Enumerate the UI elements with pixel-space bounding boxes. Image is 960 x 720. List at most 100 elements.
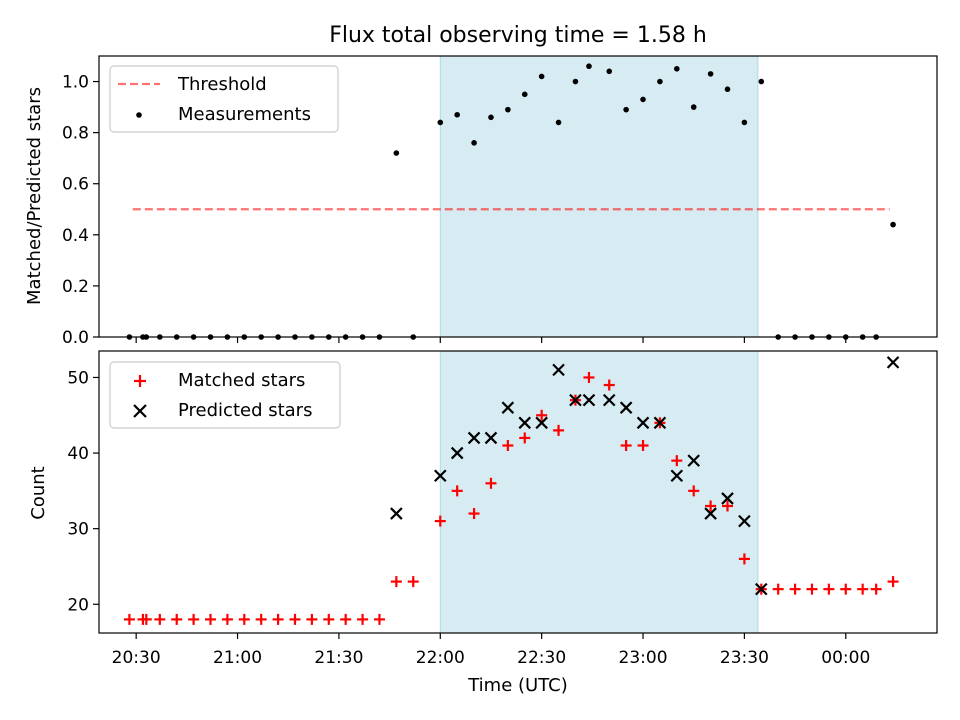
top-y-ticks: 0.0 0.2 0.4 0.6 0.8 1.0	[62, 73, 99, 348]
predicted-point-b	[670, 469, 684, 483]
measurements-legend-swatch	[136, 112, 142, 118]
matched-point	[434, 515, 446, 527]
predicted-point-b	[653, 416, 667, 430]
predicted-point	[704, 507, 717, 520]
matched-point	[536, 409, 548, 421]
predicted-point-b	[755, 582, 768, 596]
matched-point	[485, 477, 497, 489]
top-legend-box	[109, 65, 339, 133]
bottom-shaded-region	[439, 350, 759, 634]
x-tick-label: 00:00	[821, 648, 870, 668]
predicted-points	[390, 356, 900, 596]
predicted-point-b	[552, 363, 565, 377]
matched-point	[840, 583, 852, 595]
predicted-point-b	[602, 393, 616, 407]
predicted-point-b	[484, 431, 498, 445]
predicted-legend-label: Predicted stars	[178, 400, 312, 421]
x-tick-label: 20:30	[112, 648, 161, 668]
matched-point	[340, 613, 352, 625]
measurement-point	[471, 140, 477, 146]
measurement-point	[521, 91, 528, 98]
x-tick-label: 23:00	[619, 648, 668, 668]
measurement-point	[724, 86, 731, 93]
matched-point	[306, 613, 318, 625]
measurement-point	[640, 96, 646, 103]
bottom-x-ticks: 20:30 21:00 21:30 22:00 22:30 23:00 23:30 00:00	[112, 633, 870, 668]
predicted-point	[501, 401, 515, 414]
matched-point	[238, 613, 250, 625]
predicted-point-b	[636, 416, 650, 430]
predicted-point	[602, 393, 616, 407]
measurement-point	[758, 78, 765, 85]
measurement-point	[657, 78, 663, 85]
top-y-tick-label: 0.0	[62, 328, 89, 348]
predicted-point-b	[687, 454, 700, 467]
measurement-point	[623, 106, 629, 113]
matched-legend-swatch	[134, 375, 146, 387]
bottom-y-ticks: 20 30 40 50	[67, 368, 99, 615]
measurement-point	[890, 221, 896, 228]
matched-point	[722, 500, 733, 512]
predicted-point	[670, 469, 684, 483]
matched-point	[390, 576, 402, 588]
threshold-legend-label: Threshold	[177, 74, 267, 95]
matched-point	[123, 613, 135, 625]
bottom-y-tick-label: 50	[67, 368, 89, 388]
x-axis-label: Time (UTC)	[467, 675, 568, 696]
matched-point	[502, 440, 514, 452]
predicted-point	[738, 514, 751, 528]
matched-legend-label: Matched stars	[178, 370, 305, 391]
matched-point	[583, 371, 595, 383]
matched-point	[468, 508, 480, 520]
matched-point	[205, 613, 217, 625]
matched-point	[806, 583, 818, 595]
x-tick-label: 21:00	[213, 648, 262, 668]
measurement-point	[674, 65, 680, 72]
measurement-point	[454, 111, 460, 118]
x-tick-label: 22:00	[416, 648, 465, 668]
measurement-point	[572, 78, 579, 85]
predicted-point	[755, 582, 768, 596]
x-tick-label: 21:30	[314, 648, 363, 668]
top-shaded-region	[439, 55, 759, 338]
predicted-point-b	[886, 356, 900, 369]
bottom-y-label: Count	[28, 466, 49, 519]
top-axes-frame	[98, 55, 938, 338]
predicted-point-b	[467, 431, 481, 445]
top-legend: Threshold Measurements	[109, 65, 339, 133]
measurement-point	[707, 71, 714, 77]
matched-point	[407, 576, 419, 588]
predicted-point-b	[704, 507, 717, 520]
matched-point	[272, 613, 284, 625]
measurement-point	[690, 104, 697, 110]
predicted-point	[518, 416, 532, 430]
matched-point	[357, 613, 369, 625]
matched-point	[553, 424, 565, 436]
predicted-point	[569, 393, 582, 407]
predicted-point	[687, 454, 700, 467]
bottom-axes-frame	[98, 350, 938, 634]
measurement-point	[505, 106, 511, 113]
predicted-point	[450, 446, 464, 460]
matched-point	[188, 613, 200, 625]
predicted-point	[535, 416, 548, 430]
top-y-label: Matched/Predicted stars	[24, 87, 45, 305]
predicted-point	[552, 363, 565, 377]
matched-point	[140, 613, 152, 625]
predicted-point-b	[535, 416, 548, 430]
matched-point	[255, 613, 267, 625]
predicted-point-b	[569, 393, 582, 407]
predicted-point-b	[619, 401, 633, 414]
measurement-point	[586, 63, 592, 70]
predicted-point-b	[518, 416, 532, 430]
measurement-point	[393, 150, 400, 156]
matched-point	[171, 613, 183, 625]
matched-point	[519, 432, 531, 444]
x-tick-label: 23:30	[720, 648, 769, 668]
top-x-ticks	[135, 337, 847, 343]
matched-point	[789, 583, 801, 595]
measurement-point	[606, 68, 613, 75]
predicted-point	[582, 393, 596, 407]
